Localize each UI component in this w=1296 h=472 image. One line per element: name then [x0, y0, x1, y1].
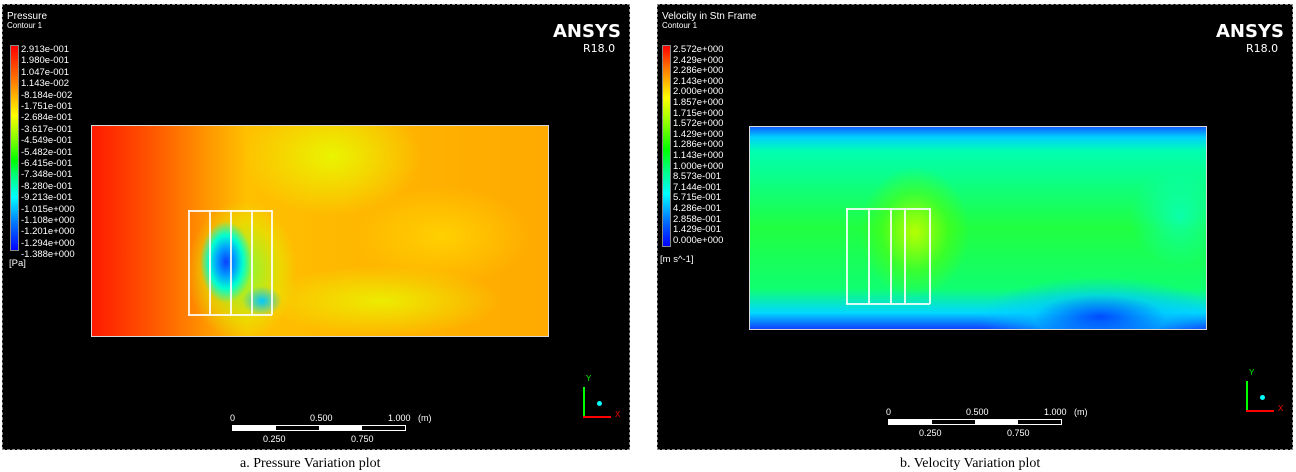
turbine-blade — [929, 208, 931, 304]
pressure-gradient-region — [262, 266, 502, 336]
legend-tick: -3.617e-001 — [21, 123, 73, 135]
brand-logo: ANSYS — [1216, 21, 1284, 42]
caption-pressure: a. Pressure Variation plot — [240, 456, 381, 471]
legend-tick: 4.286e-001 — [673, 203, 722, 214]
legend-tick: 1.047e-001 — [21, 66, 70, 78]
scale-unit: (m) — [418, 413, 432, 423]
axis-x-arrow — [1246, 410, 1274, 412]
scale-label: 0 — [886, 407, 892, 417]
legend-tick: 2.000e+000 — [673, 86, 724, 98]
high-velocity-region — [860, 167, 970, 297]
scale-label: 0.750 — [1007, 428, 1030, 438]
plot-title: Pressure — [7, 11, 48, 22]
legend-tick: 2.143e+000 — [673, 75, 724, 87]
legend-tick: 1.572e+000 — [673, 118, 724, 130]
scale-bar — [888, 419, 1062, 425]
legend-tick: 5.715e-001 — [673, 192, 722, 204]
legend-tick: 2.913e-001 — [21, 44, 70, 55]
turbine-outline — [846, 303, 930, 305]
low-pressure-core — [200, 221, 252, 303]
turbine-blade — [868, 208, 870, 304]
legend-tick: 7.144e-001 — [673, 181, 722, 193]
scale-label: 0.750 — [351, 434, 374, 444]
legend-tick: 2.858e-001 — [673, 213, 722, 225]
scale-label: 0.250 — [263, 434, 286, 444]
legend-tick: -7.348e-001 — [21, 169, 73, 181]
legend-tick: -1.201e+000 — [21, 226, 75, 238]
plot-subtitle: Contour 1 — [7, 21, 43, 30]
legend-tick: -1.751e-001 — [21, 101, 73, 112]
turbine-blade — [846, 208, 848, 304]
version-label: R18.0 — [583, 42, 616, 55]
turbine-blade — [890, 208, 892, 304]
legend-tick: 1.429e+000 — [673, 128, 724, 140]
legend-tick: 1.286e+000 — [673, 139, 724, 151]
velocity-contour-field — [749, 126, 1207, 330]
scale-label: 1.000 — [1044, 407, 1067, 417]
legend-tick: -1.388e+000 — [21, 249, 75, 261]
axis-y-arrow — [583, 387, 585, 417]
legend-tick: 2.429e+000 — [673, 54, 724, 66]
axis-x-label: X — [1278, 404, 1284, 413]
turbine-blade — [251, 210, 253, 315]
pressure-contour-panel: Pressure Contour 1 ANSYS R18.0 2.913e-00… — [2, 4, 630, 450]
legend-tick: 1.857e+000 — [673, 97, 724, 108]
scale-unit: (m) — [1074, 407, 1088, 417]
legend-tick: 8.573e-001 — [673, 171, 722, 183]
axis-z-dot — [1260, 395, 1265, 400]
scale-bar — [232, 425, 406, 431]
turbine-blade — [904, 208, 906, 304]
plot-title: Velocity in Stn Frame — [662, 11, 757, 22]
legend-tick: 2.572e+000 — [673, 44, 724, 55]
turbine-blade — [230, 210, 232, 315]
color-legend-bar — [10, 45, 19, 251]
legend-tick: -1.015e+000 — [21, 203, 75, 215]
version-label: R18.0 — [1246, 42, 1279, 55]
legend-tick: -8.184e-002 — [21, 89, 73, 101]
legend-tick: 1.143e-002 — [21, 78, 70, 90]
velocity-contour-panel: Velocity in Stn Frame Contour 1 ANSYS R1… — [657, 4, 1293, 450]
legend-unit: [m s^-1] — [660, 254, 694, 265]
turbine-blade — [209, 210, 211, 315]
legend-tick: 0.000e+000 — [673, 234, 724, 246]
scale-label: 1.000 — [388, 413, 411, 423]
low-velocity-wake — [980, 277, 1206, 329]
velocity-gradient-region — [1130, 167, 1206, 267]
brand-logo: ANSYS — [553, 21, 621, 42]
legend-tick: -5.482e-001 — [21, 146, 73, 158]
legend-unit: [Pa] — [9, 258, 26, 269]
pressure-contour-field — [91, 125, 549, 337]
legend-tick: 1.429e-001 — [673, 224, 722, 236]
turbine-blade — [188, 210, 190, 315]
axis-y-label: Y — [1249, 368, 1255, 377]
legend-tick: 1.715e+000 — [673, 107, 724, 119]
legend-tick: -4.549e-001 — [21, 135, 73, 147]
legend-tick: -1.294e+000 — [21, 237, 75, 249]
turbine-outline — [846, 208, 930, 210]
legend-tick: 1.143e+000 — [673, 150, 724, 161]
scale-label: 0.500 — [310, 413, 333, 423]
scale-label: 0.500 — [966, 407, 989, 417]
plot-subtitle: Contour 1 — [662, 21, 698, 30]
axis-y-arrow — [1246, 381, 1248, 411]
legend-tick: 1.000e+000 — [673, 160, 724, 172]
scale-label: 0 — [230, 413, 236, 423]
axis-x-label: X — [615, 410, 621, 419]
color-legend-bar — [662, 45, 671, 247]
legend-tick: -2.684e-001 — [21, 112, 73, 124]
axis-y-label: Y — [586, 374, 592, 383]
scale-label: 0.250 — [919, 428, 942, 438]
turbine-blade — [271, 210, 273, 315]
legend-tick: 2.286e+000 — [673, 65, 724, 77]
legend-tick: -8.280e-001 — [21, 180, 73, 192]
legend-tick: 1.980e-001 — [21, 55, 70, 67]
axis-x-arrow — [583, 416, 611, 418]
caption-velocity: b. Velocity Variation plot — [900, 456, 1041, 471]
axis-z-dot — [597, 401, 602, 406]
legend-tick: -6.415e-001 — [21, 158, 73, 169]
low-pressure-core — [242, 286, 282, 316]
legend-tick: -9.213e-001 — [21, 192, 73, 204]
legend-tick: -1.108e+000 — [21, 215, 75, 226]
